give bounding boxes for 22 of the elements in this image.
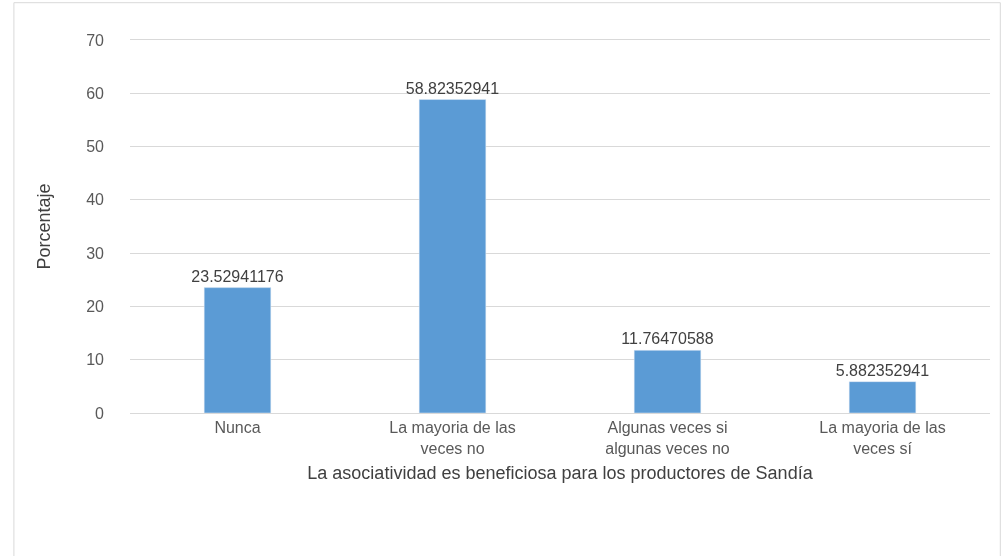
data-label: 5.882352941	[835, 361, 930, 379]
y-axis-title: Porcentaje	[34, 183, 55, 270]
x-tick-label: La mayoria de las veces no	[389, 419, 516, 457]
y-tick-label: 70	[86, 31, 105, 49]
y-tick-label: 50	[86, 138, 105, 156]
y-tick-label: 10	[86, 351, 105, 369]
y-tick-label: 40	[86, 191, 105, 209]
bar	[203, 287, 272, 413]
x-tick-label: La mayoria de las veces sí	[819, 419, 946, 457]
y-tick-label: 30	[86, 244, 105, 262]
bar	[633, 350, 702, 413]
x-tick-label: Algunas veces si algunas veces no	[605, 419, 730, 457]
y-tick-label: 20	[86, 298, 105, 316]
x-tick-label: Nunca	[214, 419, 261, 437]
y-tick-label: 0	[95, 404, 105, 422]
bar	[418, 99, 487, 413]
y-tick-label: 60	[86, 84, 105, 102]
data-label: 11.76470588	[621, 330, 714, 348]
data-label: 58.82352941	[405, 79, 500, 97]
x-axis-title: La asociatividad es beneficiosa para los productores de Sandía	[307, 463, 814, 484]
bar	[848, 381, 917, 413]
data-label: 23.52941176	[191, 267, 284, 285]
